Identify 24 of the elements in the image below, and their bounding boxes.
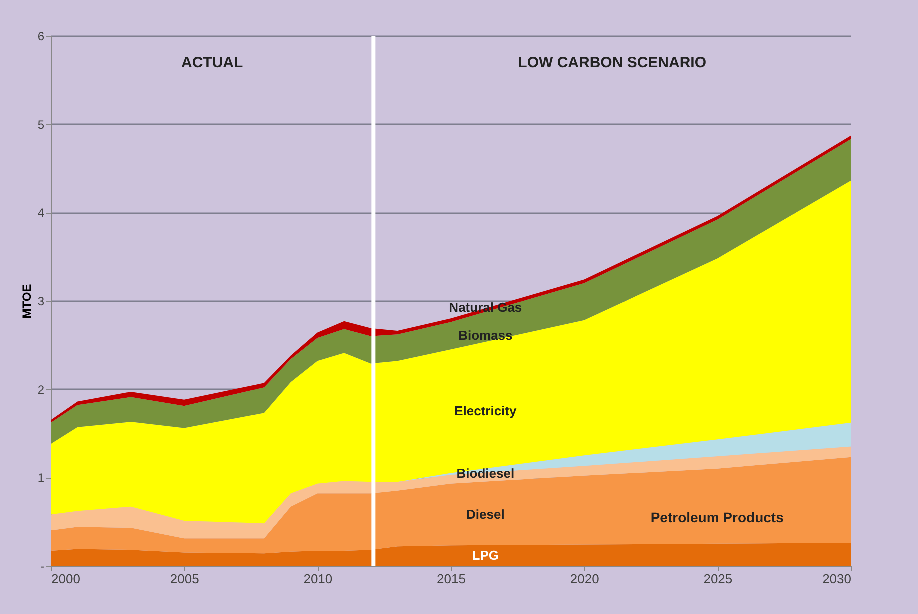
y-tick-label: 4 [38, 206, 45, 220]
series-label: Diesel [466, 506, 505, 522]
x-tick-label: 2005 [170, 572, 200, 586]
x-tick-label: 2030 [822, 572, 852, 586]
y-tick-label: 6 [38, 30, 45, 44]
x-tick-label: 2010 [304, 572, 333, 586]
annotation: ACTUAL [182, 54, 244, 72]
annotation: LOW CARBON SCENARIO [518, 54, 707, 72]
y-tick-label: 5 [38, 118, 45, 132]
x-tick-label: 2015 [437, 572, 466, 586]
series-label: Biomass [458, 328, 513, 343]
x-tick-label: 2025 [704, 572, 733, 586]
series-label: Biodiesel [456, 466, 515, 482]
y-tick-label: - [40, 560, 44, 574]
y-tick-label: 1 [38, 471, 45, 486]
series-label: Electricity [454, 403, 518, 418]
y-tick-label: 2 [38, 382, 45, 397]
y-tick-label: 3 [38, 294, 45, 308]
y-axis-title: MTOE [20, 284, 34, 319]
series-label: Natural Gas [449, 300, 522, 316]
x-tick-label: 2000 [52, 572, 80, 586]
x-tick-label: 2020 [570, 572, 600, 586]
series-label: LPG [472, 548, 500, 563]
annotation: Petroleum Products [650, 509, 784, 526]
